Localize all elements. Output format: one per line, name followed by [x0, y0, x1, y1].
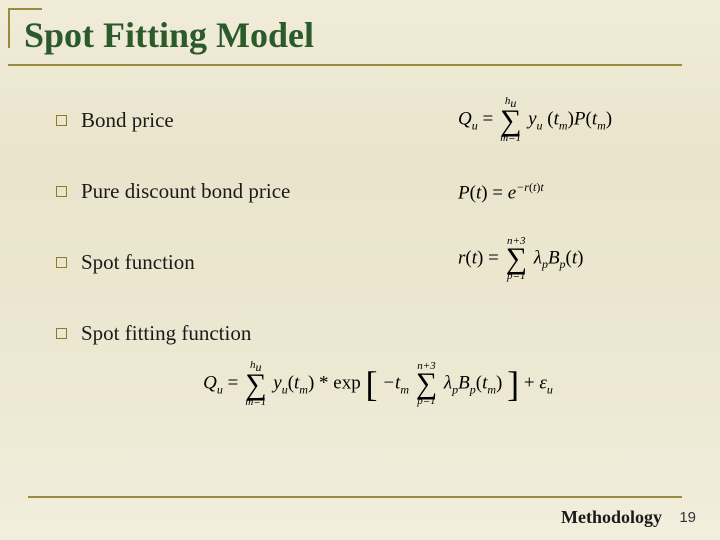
title-underline: [8, 64, 682, 66]
page-number: 19: [679, 509, 696, 526]
formula-bond-price: Qu = hu ∑ m=1 yu (tm)P(tm): [458, 96, 688, 144]
bullet-square-icon: [56, 257, 67, 268]
footer-section: Methodology: [561, 507, 662, 528]
footer-line: [28, 496, 682, 498]
bullet-square-icon: [56, 115, 67, 126]
bullet-label: Spot fitting function: [81, 321, 251, 346]
bullet-square-icon: [56, 186, 67, 197]
formula-spot-function: r(t) = n+3 ∑ p=1 λpBp(t): [458, 236, 688, 282]
bullet-label: Spot function: [81, 250, 195, 275]
bullet-item: Spot fitting function: [56, 321, 676, 346]
formula-spot-fitting: Qu = hu ∑ m=1 yu(tm) * exp [ −tm n+3 ∑ p…: [128, 360, 628, 408]
bullet-label: Pure discount bond price: [81, 179, 290, 204]
formula-pure-discount: P(t) = e−r(t)t: [458, 180, 688, 204]
slide-title: Spot Fitting Model: [24, 14, 314, 56]
bullet-square-icon: [56, 328, 67, 339]
bullet-label: Bond price: [81, 108, 174, 133]
